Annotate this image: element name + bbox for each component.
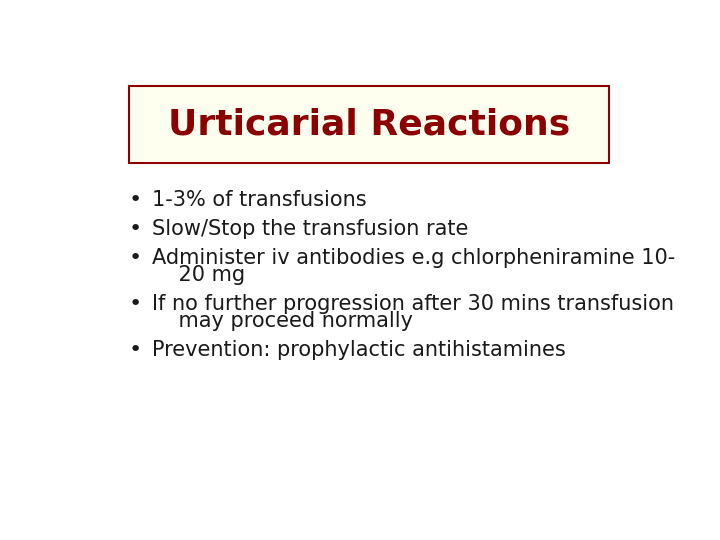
Text: If no further progression after 30 mins transfusion: If no further progression after 30 mins … — [152, 294, 674, 314]
Text: Urticarial Reactions: Urticarial Reactions — [168, 108, 570, 142]
Text: •: • — [128, 190, 142, 210]
Text: Prevention: prophylactic antihistamines: Prevention: prophylactic antihistamines — [152, 340, 566, 361]
Text: may proceed normally: may proceed normally — [152, 311, 413, 331]
Text: Slow/Stop the transfusion rate: Slow/Stop the transfusion rate — [152, 219, 469, 239]
Text: Administer iv antibodies e.g chlorpheniramine 10-: Administer iv antibodies e.g chlorphenir… — [152, 248, 675, 268]
Text: •: • — [128, 248, 142, 268]
Text: •: • — [128, 340, 142, 361]
Text: 20 mg: 20 mg — [152, 265, 245, 285]
Text: •: • — [128, 294, 142, 314]
Text: 1-3% of transfusions: 1-3% of transfusions — [152, 190, 366, 210]
Text: •: • — [128, 219, 142, 239]
FancyBboxPatch shape — [129, 86, 609, 164]
